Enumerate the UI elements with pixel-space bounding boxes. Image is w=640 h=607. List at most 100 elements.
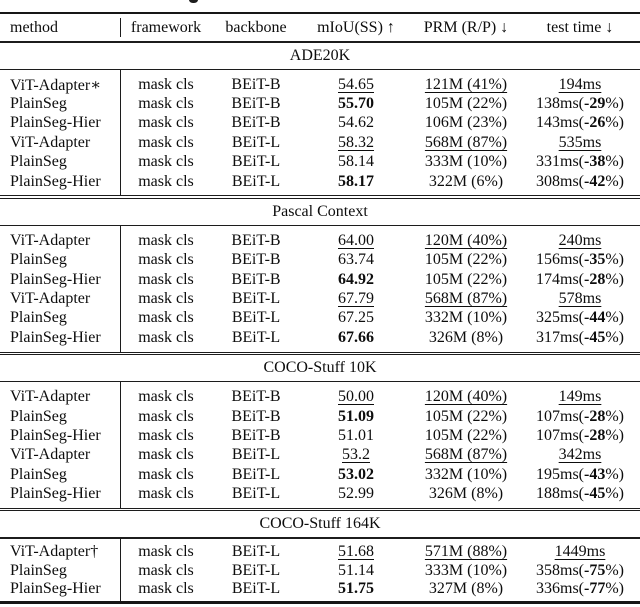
cell-miou: 58.17 (300, 173, 412, 191)
prm-value: 120M (40%) (424, 388, 508, 406)
miou-value: 58.17 (338, 172, 374, 190)
test-time-delta: -35 (584, 251, 606, 269)
test-time-value: 194ms (559, 76, 602, 93)
cell-test-time: 188ms(-45%) (520, 485, 640, 503)
miou-value: 54.65 (338, 75, 374, 93)
cell-framework: mask cls (138, 328, 194, 346)
section-title-bottom-rule (0, 537, 640, 539)
col-header-method: method (10, 18, 58, 36)
test-time-text: 308ms( (536, 172, 584, 190)
cell-prm: 105M (22%) (412, 408, 520, 426)
test-time-delta: -77 (584, 580, 606, 598)
cell-method: PlainSeg (10, 407, 67, 425)
prm-value: 106M (23%) (424, 114, 508, 132)
cell-miou: 53.02 (300, 466, 412, 484)
miou-value: 52.99 (338, 485, 374, 503)
test-time-suffix: %) (605, 465, 624, 483)
test-time-value: 156ms(-35%) (536, 251, 624, 268)
cell-miou: 63.74 (300, 251, 412, 269)
cell-framework: mask cls (138, 485, 194, 503)
cell-prm: 332M (10%) (412, 309, 520, 327)
miou-value: 67.25 (338, 309, 374, 327)
cell-prm: 326M (8%) (412, 485, 520, 503)
miou-value: 51.01 (338, 426, 374, 444)
test-time-suffix: %) (605, 153, 624, 171)
cell-method: ViT-Adapter (10, 290, 91, 308)
test-time-delta: -42 (584, 172, 606, 190)
cell-miou: 64.92 (300, 271, 412, 289)
test-time-suffix: %) (605, 561, 624, 579)
cell-method: PlainSeg (10, 465, 67, 483)
section-title: ADE20K (289, 46, 351, 64)
cell-prm: 568M (87%) (412, 134, 520, 152)
cell-backbone: BEiT-B (231, 114, 281, 132)
cell-framework: mask cls (138, 75, 194, 93)
test-time-value: 358ms(-75%) (536, 562, 624, 579)
test-time-text: 195ms( (536, 465, 584, 483)
cell-framework: mask cls (138, 388, 194, 406)
test-time-text: 331ms( (536, 153, 584, 171)
test-time-delta: -28 (584, 426, 606, 444)
test-time-text: 317ms( (536, 328, 584, 346)
table-row: PlainSeg-Hier mask cls BEiT-L 51.75 327M (8%… (0, 580, 640, 599)
table-row: PlainSeg mask cls BEiT-L 67.25 332M (10%) 325… (0, 309, 640, 328)
cell-prm: 105M (22%) (412, 251, 520, 269)
cell-method: PlainSeg (10, 561, 67, 579)
prm-value: 105M (22%) (424, 95, 508, 113)
test-time-text: 156ms( (536, 251, 584, 269)
cell-test-time: 535ms (520, 134, 640, 152)
cell-method: PlainSeg (10, 153, 67, 171)
cell-backbone: BEiT-B (231, 95, 281, 113)
cell-framework: mask cls (138, 407, 194, 425)
cell-test-time: 107ms(-28%) (520, 427, 640, 445)
prm-value: 326M (8%) (428, 485, 504, 503)
section-separator-rule (0, 195, 640, 199)
cell-method: PlainSeg-Hier (10, 270, 101, 288)
section-rows: ViT-Adapter† mask cls BEiT-L 51.68 571M (88%… (0, 538, 640, 602)
cell-framework: mask cls (138, 114, 194, 132)
cell-backbone: BEiT-B (231, 75, 281, 93)
cell-framework: mask cls (138, 231, 194, 249)
cell-test-time: 143ms(-26%) (520, 114, 640, 132)
test-time-value: 240ms (559, 232, 602, 249)
cell-backbone: BEiT-B (231, 270, 281, 288)
section-separator-rule (0, 351, 640, 356)
table-row: PlainSeg mask cls BEiT-L 58.14 333M (10%) 331… (0, 153, 640, 172)
table-row: PlainSeg-Hier mask cls BEiT-B 64.92 105M (22… (0, 270, 640, 289)
cell-miou: 51.68 (300, 543, 412, 561)
cell-backbone: BEiT-L (231, 485, 281, 503)
header-column-separator (120, 18, 121, 38)
miou-value: 53.2 (342, 446, 370, 464)
table-row: ViT-Adapter∗ mask cls BEiT-B 54.65 121M (41%… (0, 75, 640, 94)
prm-value: 568M (87%) (424, 446, 508, 464)
cell-prm: 105M (22%) (412, 427, 520, 445)
cell-miou: 55.70 (300, 95, 412, 113)
test-time-suffix: %) (605, 270, 624, 288)
test-time-text: 578ms (558, 290, 602, 308)
test-time-delta: -45 (584, 485, 606, 503)
cell-backbone: BEiT-L (231, 446, 281, 464)
table-row: ViT-Adapter† mask cls BEiT-L 51.68 571M (88%… (0, 543, 640, 562)
cell-test-time: 358ms(-75%) (520, 562, 640, 580)
cell-method: PlainSeg-Hier (10, 485, 101, 503)
test-time-text: 535ms (558, 133, 602, 151)
prm-value: 105M (22%) (424, 426, 508, 444)
test-time-delta: -44 (584, 309, 606, 327)
test-time-suffix: %) (605, 328, 624, 346)
table-row: PlainSeg-Hier mask cls BEiT-B 54.62 106M (23… (0, 114, 640, 133)
cell-framework: mask cls (138, 309, 194, 327)
table-top-rule (0, 12, 640, 15)
cell-prm: 121M (41%) (412, 76, 520, 94)
cell-test-time: 342ms (520, 446, 640, 464)
cell-backbone: BEiT-L (231, 309, 281, 327)
cell-framework: mask cls (138, 542, 194, 560)
cell-test-time: 138ms(-29%) (520, 95, 640, 113)
cell-miou: 67.25 (300, 309, 412, 327)
cell-prm: 106M (23%) (412, 114, 520, 132)
test-time-value: 174ms(-28%) (536, 271, 624, 288)
test-time-suffix: %) (605, 114, 624, 132)
cell-test-time: 195ms(-43%) (520, 466, 640, 484)
cell-test-time: 1449ms (520, 543, 640, 561)
section-rows: ViT-Adapter mask cls BEiT-B 50.00 120M (40%)… (0, 382, 640, 509)
table-row: ViT-Adapter mask cls BEiT-L 53.2 568M (87%) 3… (0, 446, 640, 465)
